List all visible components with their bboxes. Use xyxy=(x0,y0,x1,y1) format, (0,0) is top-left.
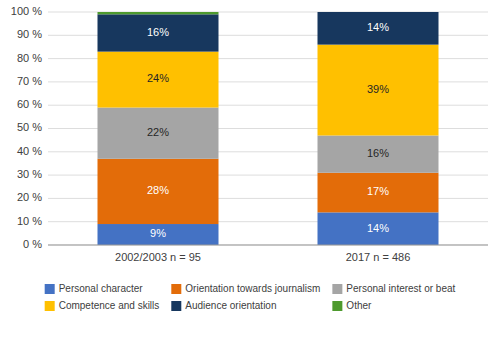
y-tick-label: 10 % xyxy=(17,215,42,227)
grid xyxy=(48,12,488,245)
legend-label: Competence and skills xyxy=(59,300,160,311)
bar-segment xyxy=(98,14,219,51)
bar-segment xyxy=(98,108,219,159)
x-tick-label: 2017 n = 486 xyxy=(346,251,411,263)
bar-segment xyxy=(98,12,219,14)
data-label: 28% xyxy=(147,184,169,196)
legend-label: Audience orientation xyxy=(185,300,276,311)
data-label: 39% xyxy=(367,83,389,95)
bar-segment xyxy=(98,52,219,108)
data-label: 24% xyxy=(147,72,169,84)
legend-label: Personal character xyxy=(59,283,144,294)
legend-item: Orientation towards journalism xyxy=(171,283,320,294)
legend-swatch xyxy=(171,301,181,311)
data-label: 16% xyxy=(147,26,169,38)
x-axis-line xyxy=(48,245,488,246)
bar-segment xyxy=(98,159,219,224)
data-label: 22% xyxy=(147,126,169,138)
grid-line xyxy=(48,245,488,246)
data-label: 14% xyxy=(367,222,389,234)
legend-item: Other xyxy=(332,300,372,311)
bar-segment xyxy=(318,212,439,245)
bar-segment xyxy=(318,135,439,172)
data-labels: 9% 14% 28% 17% 22% 16% 24% 39% 16% 14% xyxy=(147,21,389,239)
bar-segment xyxy=(318,12,439,45)
y-tick-label: 40 % xyxy=(17,145,42,157)
legend-item: Audience orientation xyxy=(171,300,276,311)
y-tick-label: 80 % xyxy=(17,52,42,64)
bar-segment xyxy=(318,12,439,13)
y-tick-label: 90 % xyxy=(17,28,42,40)
legend-swatch xyxy=(45,301,55,311)
y-tick-label: 70 % xyxy=(17,75,42,87)
data-label: 16% xyxy=(367,147,389,159)
legend-item: Personal character xyxy=(45,283,144,294)
bars xyxy=(98,12,439,245)
legend-item: Competence and skills xyxy=(45,300,160,311)
y-tick-label: 20 % xyxy=(17,191,42,203)
legend-item: Personal interest or beat xyxy=(332,283,455,294)
bar-segment xyxy=(98,224,219,245)
legend-swatch xyxy=(45,284,55,294)
y-tick-label: 0 % xyxy=(23,238,42,250)
chart: 0 % 10 % 20 % 30 % 40 % 50 % 60 % 70 % 80 % 90 % 1… xyxy=(0,0,500,337)
y-tick-label: 50 % xyxy=(17,121,42,133)
data-label: 17% xyxy=(367,185,389,197)
bar-segment xyxy=(318,45,439,136)
legend-label: Personal interest or beat xyxy=(346,283,455,294)
x-tick-label: 2002/2003 n = 95 xyxy=(115,251,201,263)
legend-swatch xyxy=(332,284,342,294)
legend-swatch xyxy=(332,301,342,311)
bar-segment xyxy=(318,173,439,213)
data-label: 14% xyxy=(367,21,389,33)
y-tick-label: 100 % xyxy=(11,5,42,17)
y-tick-label: 30 % xyxy=(17,168,42,180)
data-label: 9% xyxy=(150,227,166,239)
legend: Personal character Orientation towards jo… xyxy=(45,283,456,311)
legend-swatch xyxy=(171,284,181,294)
y-tick-label: 60 % xyxy=(17,98,42,110)
legend-label: Other xyxy=(346,300,372,311)
legend-label: Orientation towards journalism xyxy=(185,283,320,294)
